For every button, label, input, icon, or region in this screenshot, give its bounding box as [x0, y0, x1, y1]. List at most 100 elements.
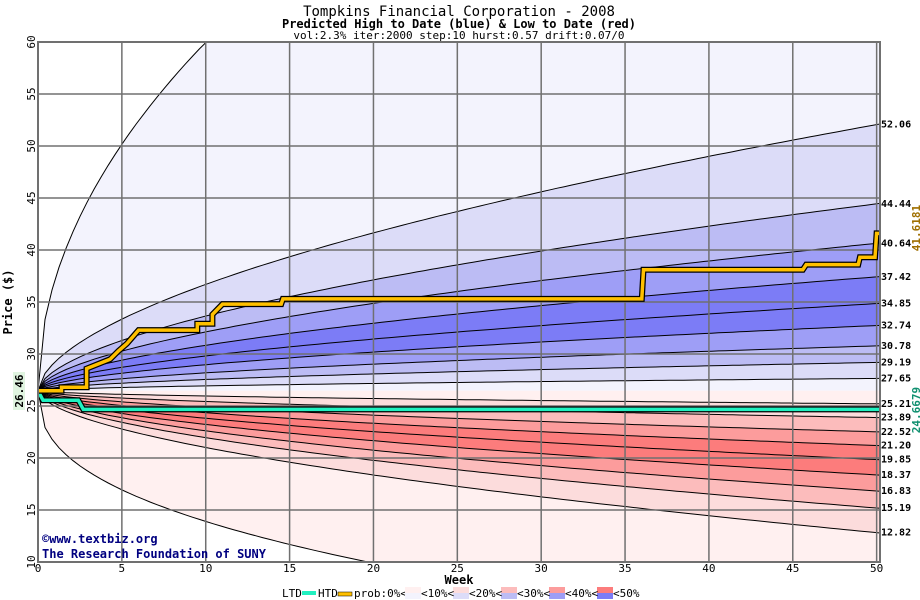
- htd-final-label: 41.6181: [910, 204, 920, 251]
- high-quantile-label: 30.78: [881, 341, 911, 352]
- y-tick-label: 30: [25, 347, 38, 360]
- y-axis-label: Price ($): [1, 269, 15, 334]
- quantile-line: [38, 390, 880, 461]
- legend-ltd-label: LTD: [282, 587, 302, 600]
- y-tick-label: 25: [25, 399, 38, 412]
- low-band: [38, 390, 880, 460]
- y-tick-label: 20: [25, 451, 38, 464]
- chart-subtitle: Predicted High to Date (blue) & Low to D…: [282, 17, 636, 31]
- high-quantile-label: 27.65: [881, 373, 911, 384]
- legend-ltd-swatch: [302, 591, 316, 595]
- watermark-org: The Research Foundation of SUNY: [42, 547, 267, 561]
- low-quantile-label: 23.89: [881, 413, 911, 424]
- low-band: [38, 390, 880, 562]
- legend-prob-label: prob:0%<: [354, 587, 407, 600]
- chart-params: vol:2.3% iter:2000 step:10 hurst:0.57 dr…: [293, 29, 624, 42]
- start-label-bg: [13, 372, 25, 410]
- y-tick-label: 40: [25, 243, 38, 256]
- low-quantile-label: 19.85: [881, 455, 911, 466]
- low-band: [38, 390, 880, 492]
- x-tick-labels: 0 5 10 15 20 25 30 35 40 45 50: [35, 562, 884, 575]
- low-quantile-label: 12.82: [881, 528, 911, 539]
- quantile-end-labels: 27.65 29.19 30.78 32.74 34.85 37.42 40.64 44.44…: [881, 120, 911, 539]
- high-band: [38, 345, 880, 391]
- low-band: [38, 390, 880, 533]
- low-band: [38, 390, 880, 404]
- htd-line: [38, 231, 880, 393]
- series-lines: [38, 230, 880, 413]
- low-quantile-label: 22.52: [881, 427, 911, 438]
- x-tick-label: 50: [870, 562, 883, 575]
- quantile-line: [38, 302, 880, 392]
- low-quantile-label: 15.19: [881, 503, 911, 514]
- high-quantile-label: 29.19: [881, 357, 911, 368]
- low-quantile-label: 18.37: [881, 470, 911, 481]
- x-axis-label: Week: [445, 573, 475, 587]
- x-tick-label: 20: [367, 562, 380, 575]
- y-tick-label: 15: [25, 503, 38, 516]
- legend-red-swatch: [405, 587, 421, 593]
- quantile-line: [38, 345, 880, 392]
- y-tick-label: 35: [25, 295, 38, 308]
- high-quantile-label: 32.74: [881, 321, 911, 332]
- x-tick-label: 5: [119, 562, 126, 575]
- max-high-line: [38, 42, 880, 391]
- legend: LTD HTD prob:0%< <10%< <20%< <30%< <40%<…: [282, 587, 640, 600]
- quantile-line: [38, 242, 880, 392]
- high-quantile-label: 52.06: [881, 120, 911, 131]
- quantile-line: [38, 324, 880, 392]
- y-tick-label: 55: [25, 87, 38, 100]
- quantile-line: [38, 390, 880, 534]
- legend-red-swatch: [549, 587, 565, 593]
- legend-htd-swatch: [337, 591, 353, 597]
- high-quantile-label: 34.85: [881, 299, 911, 310]
- quantile-line: [38, 377, 880, 392]
- x-tick-label: 45: [786, 562, 799, 575]
- start-price-label: 26.46: [13, 374, 26, 407]
- quantile-line: [38, 390, 880, 476]
- low-band: [38, 390, 880, 446]
- watermark-url: ©www.textbiz.org: [42, 532, 158, 546]
- low-band: [38, 390, 880, 509]
- plot-frame: [37, 41, 881, 563]
- ltd-line: [38, 389, 880, 412]
- y-tick-label: 60: [25, 35, 38, 48]
- high-quantile-label: 37.42: [881, 272, 911, 283]
- legend-50: <50%: [613, 587, 640, 600]
- x-tick-label: 10: [199, 562, 212, 575]
- legend-blue-swatch: [453, 593, 469, 599]
- y-tick-label: 10: [25, 555, 38, 568]
- high-band: [38, 124, 880, 391]
- low-band: [38, 390, 880, 476]
- legend-red-swatch: [501, 587, 517, 593]
- high-quantile-label: 44.44: [881, 199, 911, 210]
- chart-title: Tompkins Financial Corporation - 2008: [303, 4, 615, 20]
- y-tick-labels: 10 15 20 25 30 35 40 45 50 55 60: [25, 35, 38, 568]
- y-tick-label: 50: [25, 139, 38, 152]
- legend-10: <10%<: [421, 587, 454, 600]
- quantile-line: [38, 390, 880, 405]
- high-band: [38, 378, 880, 391]
- high-band: [38, 325, 880, 391]
- x-tick-label: 15: [283, 562, 296, 575]
- legend-red-swatch: [453, 587, 469, 593]
- legend-blue-swatch: [597, 593, 613, 599]
- legend-30: <30%<: [517, 587, 550, 600]
- x-tick-label: 30: [535, 562, 548, 575]
- x-tick-label: 0: [35, 562, 42, 575]
- low-quantile-label: 16.83: [881, 486, 911, 497]
- legend-blue-swatch: [405, 593, 421, 599]
- high-band: [38, 42, 880, 391]
- high-band: [38, 362, 880, 391]
- quantile-line: [38, 123, 880, 391]
- quantile-line: [38, 276, 880, 392]
- legend-20: <20%<: [469, 587, 502, 600]
- legend-blue-swatch: [549, 593, 565, 599]
- x-tick-label: 35: [618, 562, 631, 575]
- high-quantile-label: 40.64: [881, 238, 911, 249]
- low-quantile-label: 21.20: [881, 441, 911, 452]
- legend-blue-swatch: [501, 593, 517, 599]
- quantile-line: [38, 390, 880, 509]
- quantile-line: [38, 202, 880, 392]
